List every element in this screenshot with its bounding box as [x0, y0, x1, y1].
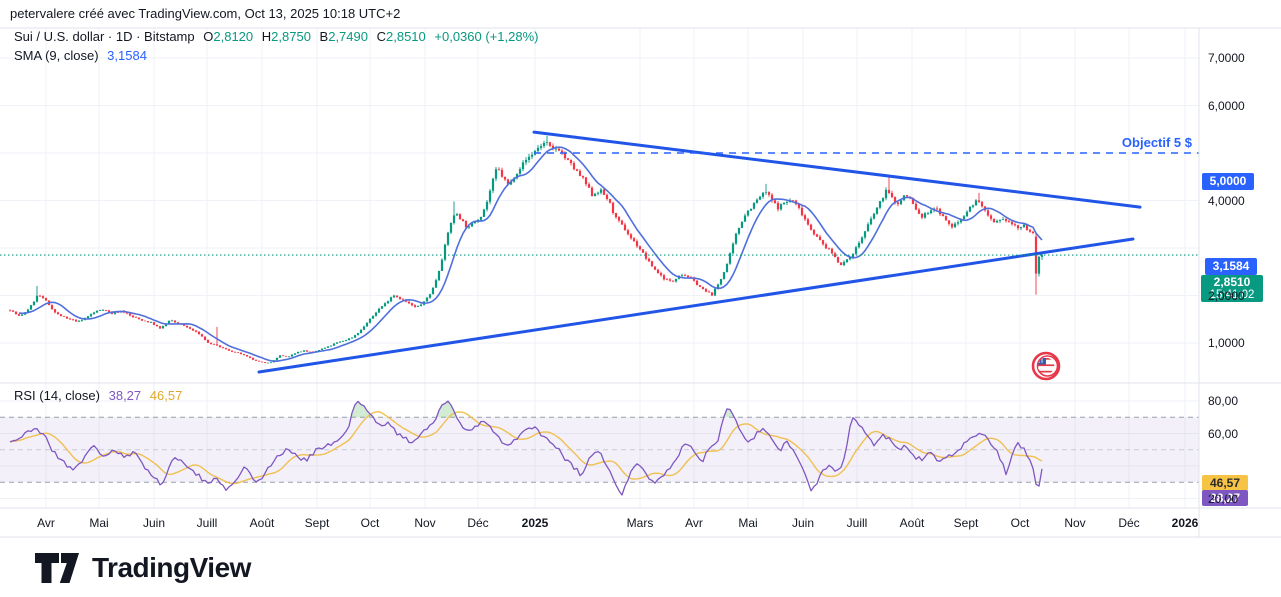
price-tick-label: 7,0000	[1208, 51, 1245, 65]
time-axis-label: Oct	[360, 516, 380, 530]
rsi-ma-value: 46,57	[149, 388, 183, 403]
time-axis-label: 2025	[521, 516, 549, 530]
sma-price-badge: 3,1584	[1205, 258, 1257, 275]
time-axis-label: Sept	[953, 516, 979, 530]
time-axis-label: Juin	[142, 516, 166, 530]
time-axis-label: Nov	[414, 516, 436, 530]
sma-legend[interactable]: SMA (9, close) 3,1584	[14, 48, 147, 63]
rsi-label: RSI (14, close)	[14, 388, 100, 403]
time-axis-label: 2026	[1171, 516, 1199, 530]
price-tick-label: 2,0000	[1208, 288, 1245, 303]
tradingview-logo-icon	[35, 553, 79, 583]
tradingview-logo-text: TradingView	[92, 552, 251, 583]
low-value: 2,7490	[328, 29, 368, 44]
price-axis[interactable]: 5,0000 3,1584 2,8510 15:41:02 46,57 38,2…	[1200, 28, 1281, 538]
symbol-legend[interactable]: Sui / U.S. dollar · 1D · Bitstamp O2,812…	[14, 29, 538, 44]
high-value: 2,8750	[271, 29, 311, 44]
chart-canvas[interactable]	[0, 0, 1281, 545]
time-axis-label: Avr	[685, 516, 703, 530]
rsi-value: 38,27	[108, 388, 142, 403]
time-axis-label: Mai	[89, 516, 109, 530]
bar-countdown: 15:41:02	[1209, 288, 1255, 301]
tradingview-logo[interactable]: TradingView	[34, 549, 251, 587]
high-label: H	[261, 29, 272, 44]
open-value: 2,8120	[213, 29, 254, 44]
time-axis-label: Oct	[1010, 516, 1030, 530]
time-axis-label: Déc	[1118, 516, 1140, 530]
rsi-badge: 38,27	[1202, 490, 1248, 506]
time-axis-label: Août	[249, 516, 275, 530]
sma-label: SMA (9, close)	[14, 48, 99, 63]
close-label: C	[376, 29, 386, 44]
time-axis-label: Mars	[626, 516, 654, 530]
change-value: +0,0360 (+1,28%)	[434, 29, 539, 44]
price-tick-label: 1,0000	[1208, 336, 1245, 350]
attribution-text: petervalere créé avec TradingView.com, O…	[10, 6, 401, 21]
sma-value: 3,1584	[107, 48, 147, 63]
last-price-badge: 2,8510 15:41:02	[1201, 275, 1263, 302]
rsi-tick-label: 80,00	[1208, 394, 1239, 408]
time-axis-label: Août	[899, 516, 925, 530]
rsi-legend[interactable]: RSI (14, close) 38,27 46,57	[14, 388, 182, 403]
time-axis-label: Déc	[467, 516, 489, 530]
open-label: O	[203, 29, 214, 44]
rsi-tick-label: 60,00	[1208, 426, 1239, 441]
symbol-title[interactable]: Sui / U.S. dollar · 1D · Bitstamp	[14, 29, 195, 44]
time-axis-label: Mai	[738, 516, 758, 530]
close-value: 2,8510	[386, 29, 426, 44]
time-axis-label: Nov	[1064, 516, 1086, 530]
time-axis-label: Juin	[791, 516, 815, 530]
price-tick-label: 6,0000	[1208, 98, 1245, 113]
objective-label: Objectif 5 $	[1121, 135, 1192, 150]
time-axis-label: Juill	[846, 516, 868, 530]
low-label: B	[319, 29, 329, 44]
last-price-value: 2,8510	[1213, 274, 1251, 289]
price-tick-label: 4,0000	[1208, 193, 1245, 208]
rsi-ma-badge: 46,57	[1202, 475, 1248, 491]
target-price-badge: 5,0000	[1202, 173, 1254, 190]
time-axis-label: Avr	[37, 516, 55, 530]
time-axis[interactable]: Avr Mai Juin Juill Août Sept Oct Nov Déc 2025 Mars…	[0, 514, 1199, 536]
time-axis-label: Juill	[196, 516, 218, 530]
us-flag-icon	[1031, 351, 1061, 381]
rsi-tick-label: 20,00	[1208, 491, 1239, 506]
time-axis-label: Sept	[304, 516, 330, 530]
